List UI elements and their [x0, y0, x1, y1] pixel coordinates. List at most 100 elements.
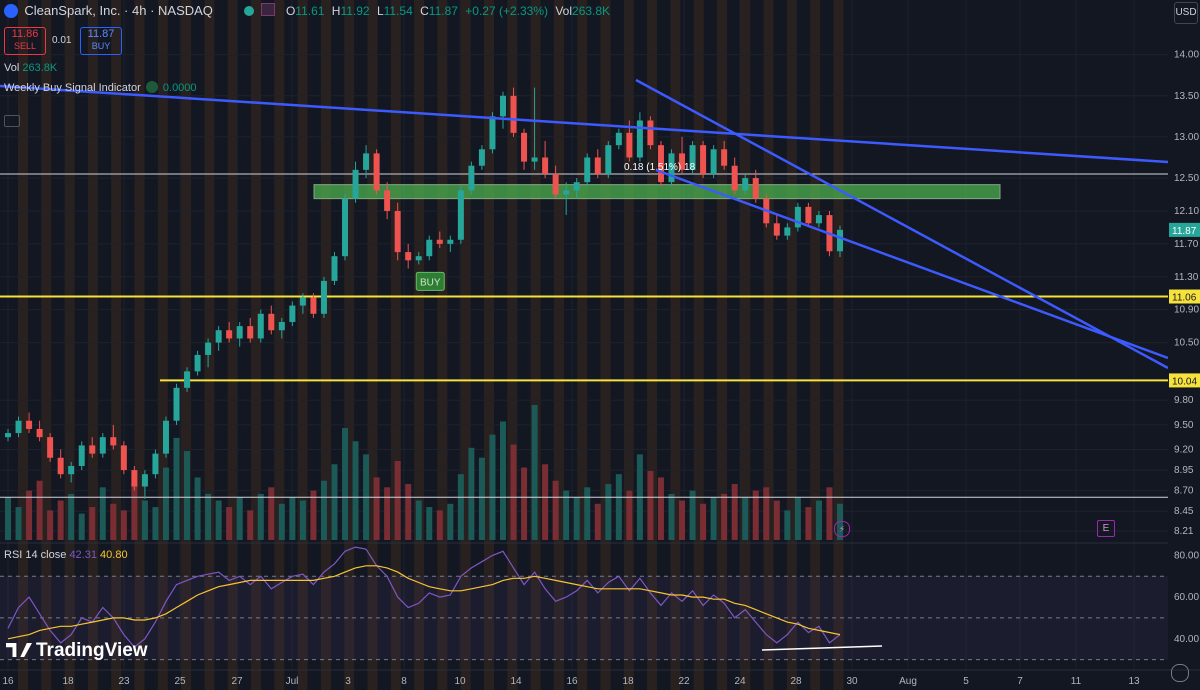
candle-body: [605, 145, 612, 174]
volume-bar: [226, 507, 233, 540]
candle-body: [289, 305, 296, 323]
volume-bar: [468, 447, 475, 540]
level-price-tag-1: 11.06: [1172, 293, 1197, 304]
price-axis-tick: 8.95: [1174, 465, 1194, 476]
date-axis-tick: 28: [790, 676, 802, 687]
candle-body: [657, 145, 664, 183]
volume-bar: [552, 480, 559, 540]
session-shade-band: [740, 0, 751, 690]
candle-body: [478, 149, 485, 166]
volume-bar: [436, 510, 443, 540]
candle-body: [426, 239, 433, 257]
session-shade-band: [437, 0, 448, 690]
date-axis-tick: 30: [846, 676, 858, 687]
volume-bar: [657, 477, 664, 540]
volume-legend-label: Vol: [4, 62, 20, 74]
date-axis-tick: 27: [231, 676, 243, 687]
date-axis-tick: 10: [454, 676, 466, 687]
volume-bar: [26, 490, 33, 540]
candle-body: [320, 280, 327, 314]
last-price-tag: 11.87: [1172, 226, 1197, 237]
sell-price: 11.86: [11, 28, 39, 40]
demand-zone-box: [313, 184, 1001, 200]
volume-bar: [215, 500, 222, 540]
candle-body: [331, 256, 338, 281]
volume-bar: [310, 490, 317, 540]
buy-signal-marker: [415, 271, 445, 291]
candle-body: [457, 190, 464, 240]
header-vol-label: Vol: [555, 4, 573, 18]
wedge-upper-line: [635, 78, 1169, 370]
symbol-title: CleanSpark, Inc. · 4h · NASDAQ: [24, 3, 213, 18]
volume-bar: [120, 510, 127, 540]
weekly-indicator-legend[interactable]: Weekly Buy Signal Indicator 0.0000: [4, 81, 197, 94]
volume-bars: [5, 405, 843, 540]
candle-body: [184, 371, 191, 388]
chart-settings-gear-icon[interactable]: [1171, 664, 1189, 682]
earnings-event-icon[interactable]: E: [1097, 520, 1115, 537]
candle-body: [752, 178, 759, 199]
tradingview-logo-text: TradingView: [36, 640, 148, 661]
session-shade-band: [111, 0, 122, 690]
session-shade-band: [64, 0, 75, 690]
session-shade-band: [693, 0, 704, 690]
volume-bar: [521, 467, 528, 540]
session-shade-band: [623, 0, 634, 690]
sell-button[interactable]: 11.86 SELL: [4, 27, 46, 55]
candle-body: [15, 420, 22, 434]
candle-body: [626, 132, 633, 158]
price-axis-tick: 13.00: [1174, 132, 1199, 143]
spread-value: 0.01: [52, 35, 72, 46]
volume-legend[interactable]: Vol 263.8K: [4, 62, 57, 74]
volume-bar: [278, 503, 285, 540]
candle-body: [510, 95, 517, 133]
candle-body: [299, 297, 306, 306]
volume-bar: [415, 500, 422, 540]
volume-bar: [110, 503, 117, 540]
chevron-up-icon: [4, 115, 20, 127]
session-shade-band: [833, 0, 844, 690]
volume-bar: [752, 490, 759, 540]
candle-body: [236, 326, 243, 339]
volume-bar: [268, 487, 275, 540]
date-axis-tick: 14: [510, 676, 522, 687]
dividend-flash-icon[interactable]: ⚡: [834, 521, 850, 537]
collapse-legend-button[interactable]: [4, 115, 20, 130]
volume-bar: [510, 444, 517, 540]
buy-button[interactable]: 11.87 BUY: [80, 27, 122, 55]
candle-body: [573, 182, 580, 191]
wedge-lower-line: [655, 168, 1169, 360]
candle-body: [636, 120, 643, 158]
indicator-eye-icon: [260, 3, 275, 16]
candle-body: [89, 445, 96, 454]
symbol-logo-icon: [4, 4, 18, 18]
candle-body: [278, 322, 285, 331]
price-axis-tick: 12.50: [1174, 173, 1199, 184]
candle-body: [162, 420, 169, 454]
volume-bar: [68, 493, 75, 540]
candle-body: [99, 437, 106, 454]
volume-bar: [352, 441, 359, 540]
session-shade-band: [577, 0, 588, 690]
volume-bar: [184, 451, 191, 540]
session-shade-band: [600, 0, 611, 690]
candle-body: [120, 445, 127, 471]
rsi-axis-tick: 40.00: [1174, 634, 1199, 645]
buy-signal-label: BUY: [420, 277, 441, 288]
volume-bar: [162, 467, 169, 540]
tradingview-logo[interactable]: TradingView: [6, 640, 148, 662]
volume-bar: [478, 457, 485, 540]
candle-body: [310, 297, 317, 314]
rsi-legend[interactable]: RSI 14 close 42.31 40.80: [4, 549, 128, 561]
price-axis-tick: 9.20: [1174, 445, 1194, 456]
candle-body: [36, 428, 43, 438]
currency-button[interactable]: USD: [1174, 2, 1198, 24]
rsi-axis-tick: 80.00: [1174, 550, 1199, 561]
symbol-header[interactable]: CleanSpark, Inc. · 4h · NASDAQ O11.61 H1…: [4, 3, 610, 18]
candle-body: [436, 239, 443, 244]
candle-body: [141, 474, 148, 487]
market-open-icon: [244, 6, 255, 16]
volume-bar: [152, 507, 159, 540]
